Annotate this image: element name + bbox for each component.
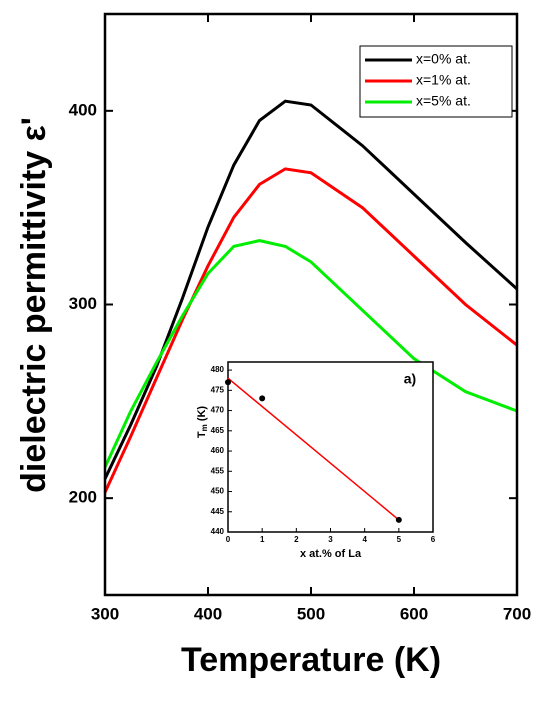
x-tick-label: 300 xyxy=(91,604,119,623)
inset-x-label: x at.% of La xyxy=(300,548,362,560)
x-tick-label: 700 xyxy=(503,604,531,623)
line-series xyxy=(103,239,518,468)
line-series xyxy=(103,167,518,494)
inset-title: a) xyxy=(404,371,416,387)
inset-y-tick-label: 480 xyxy=(211,365,225,374)
y-tick-label: 200 xyxy=(69,488,97,507)
inset-point xyxy=(259,395,266,402)
inset-x-tick-label: 3 xyxy=(328,535,333,544)
x-axis-label: Temperature (K) xyxy=(181,641,441,679)
inset-y-tick-label: 450 xyxy=(211,487,225,496)
inset-y-tick-label: 440 xyxy=(211,527,225,536)
inset-fit-line xyxy=(227,377,400,521)
inset-point xyxy=(395,516,402,523)
inset-x-tick-label: 5 xyxy=(397,535,402,544)
x-tick-label: 500 xyxy=(297,604,325,623)
inset-y-tick-label: 475 xyxy=(211,385,225,394)
legend-label: x=1% at. xyxy=(416,72,471,88)
inset-x-tick-label: 4 xyxy=(362,535,367,544)
inset-y-tick-label: 445 xyxy=(211,507,225,516)
inset-x-tick-label: 2 xyxy=(294,535,299,544)
inset-frame xyxy=(227,361,434,533)
x-tick-label: 400 xyxy=(194,604,222,623)
inset-x-tick-label: 1 xyxy=(260,535,265,544)
inset-y-tick-label: 465 xyxy=(211,426,225,435)
inset-y-tick-label: 455 xyxy=(211,466,225,475)
inset-x-tick-label: 6 xyxy=(431,535,436,544)
legend-label: x=5% at. xyxy=(416,93,471,109)
inset-y-label-part: (K) xyxy=(196,406,208,425)
inset-y-label-part: T xyxy=(196,431,208,438)
legend-label: x=0% at. xyxy=(416,51,471,67)
x-tick-label: 600 xyxy=(400,604,428,623)
line-series xyxy=(103,99,519,480)
inset-y-tick-label: 470 xyxy=(211,406,225,415)
inset-y-tick-label: 460 xyxy=(211,446,225,455)
y-tick-label: 400 xyxy=(69,100,97,119)
y-axis-label: dielectric permittivity ε' xyxy=(15,117,53,493)
y-tick-label: 300 xyxy=(69,294,97,313)
inset-y-label: Tm (K) xyxy=(196,406,209,439)
inset-point xyxy=(225,379,231,386)
inset-x-tick-label: 0 xyxy=(226,535,231,544)
inset-y-label-part: m xyxy=(200,424,209,431)
